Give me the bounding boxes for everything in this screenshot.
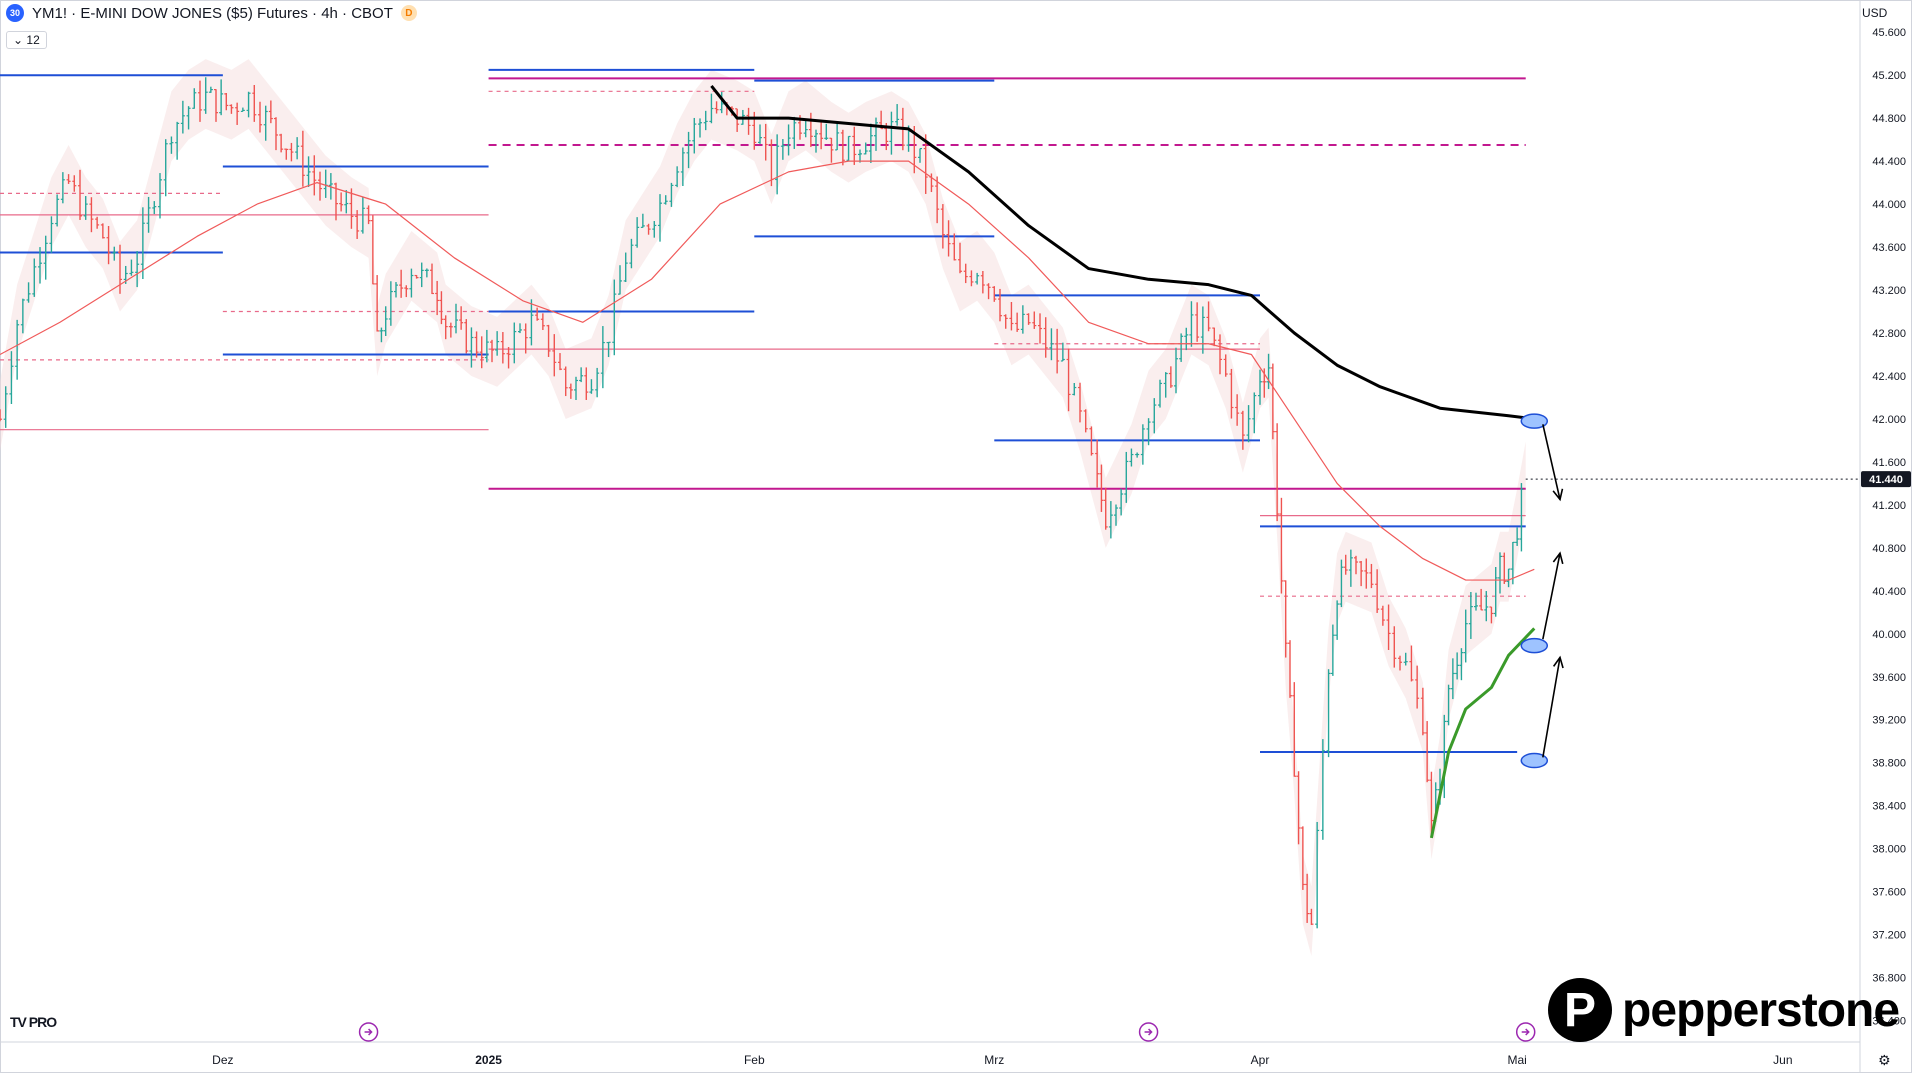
pepperstone-mark-icon: P <box>1548 978 1612 1042</box>
x-tick-label: Mrz <box>984 1053 1004 1067</box>
chart-header: 30 YM1! · E-MINI DOW JONES ($5) Futures … <box>6 4 417 22</box>
event-marker-arrow-icon <box>1521 1028 1530 1036</box>
y-tick-label: 43.600 <box>1872 242 1906 254</box>
gear-icon[interactable]: ⚙ <box>1878 1052 1891 1068</box>
x-tick-label: Feb <box>744 1053 765 1067</box>
x-tick-label: Apr <box>1251 1053 1270 1067</box>
indicator-toggle[interactable]: ⌄ 12 <box>6 31 47 49</box>
y-tick-label: 39.600 <box>1872 672 1906 684</box>
y-tick-label: 40.000 <box>1872 629 1906 641</box>
currency-label[interactable]: USD <box>1862 6 1888 20</box>
y-tick-label: 36.800 <box>1872 973 1906 985</box>
ribbon-band <box>0 59 1526 957</box>
y-tick-label: 42.800 <box>1872 328 1906 340</box>
y-tick-label: 43.200 <box>1872 285 1906 297</box>
y-tick-label: 42.400 <box>1872 371 1906 383</box>
overlay-line <box>1429 627 1536 839</box>
x-tick-label: 2025 <box>475 1053 502 1067</box>
y-tick-label: 38.400 <box>1872 801 1906 813</box>
annotation-arrow <box>1542 553 1561 640</box>
annotation-circle <box>1520 752 1549 769</box>
y-tick-label: 40.800 <box>1872 543 1906 555</box>
annotation-arrow <box>1542 424 1561 500</box>
delay-badge: D <box>400 5 417 21</box>
x-tick-label: Mai <box>1507 1053 1526 1067</box>
y-tick-label: 38.800 <box>1872 758 1906 770</box>
pepperstone-logo: P pepperstone <box>1548 978 1900 1042</box>
x-tick-label: Dez <box>212 1053 233 1067</box>
y-tick-label: 42.000 <box>1872 414 1906 426</box>
x-tick-label: Jun <box>1773 1053 1792 1067</box>
tradingview-logo: TV PRO <box>10 1014 57 1030</box>
y-tick-label: 45.200 <box>1872 70 1906 82</box>
annotation-arrowhead <box>1552 488 1564 502</box>
y-tick-label: 38.000 <box>1872 844 1906 856</box>
annotation-arrowhead <box>1552 551 1564 565</box>
y-tick-label: 36.400 <box>1872 1016 1906 1028</box>
y-tick-label: 40.400 <box>1872 586 1906 598</box>
y-tick-label: 44.000 <box>1872 199 1906 211</box>
y-tick-label: 41.200 <box>1872 500 1906 512</box>
y-tick-label: 44.400 <box>1872 156 1906 168</box>
y-tick-label: 44.800 <box>1872 113 1906 125</box>
overlay-line <box>0 160 1535 581</box>
overlay-line <box>710 85 1535 421</box>
event-marker-arrow-icon <box>1144 1028 1153 1036</box>
chart-title: YM1! · E-MINI DOW JONES ($5) Futures · 4… <box>32 4 393 22</box>
last-price-tag <box>1861 471 1911 488</box>
symbol-icon: 30 <box>6 4 24 22</box>
y-tick-label: 39.200 <box>1872 715 1906 727</box>
candles-group <box>0 77 1524 929</box>
y-tick-label: 45.600 <box>1872 27 1906 39</box>
pepperstone-wordmark: pepperstone <box>1622 983 1900 1037</box>
annotation-circle <box>1520 637 1549 654</box>
y-tick-label: 37.200 <box>1872 930 1906 942</box>
last-price-label: 41.440 <box>1869 474 1903 486</box>
y-tick-label: 37.600 <box>1872 887 1906 899</box>
y-tick-label: 41.600 <box>1872 457 1906 469</box>
annotation-arrowhead <box>1552 655 1564 669</box>
annotation-circle <box>1520 413 1549 429</box>
event-marker-arrow-icon <box>364 1028 373 1036</box>
annotation-arrow <box>1542 657 1561 758</box>
